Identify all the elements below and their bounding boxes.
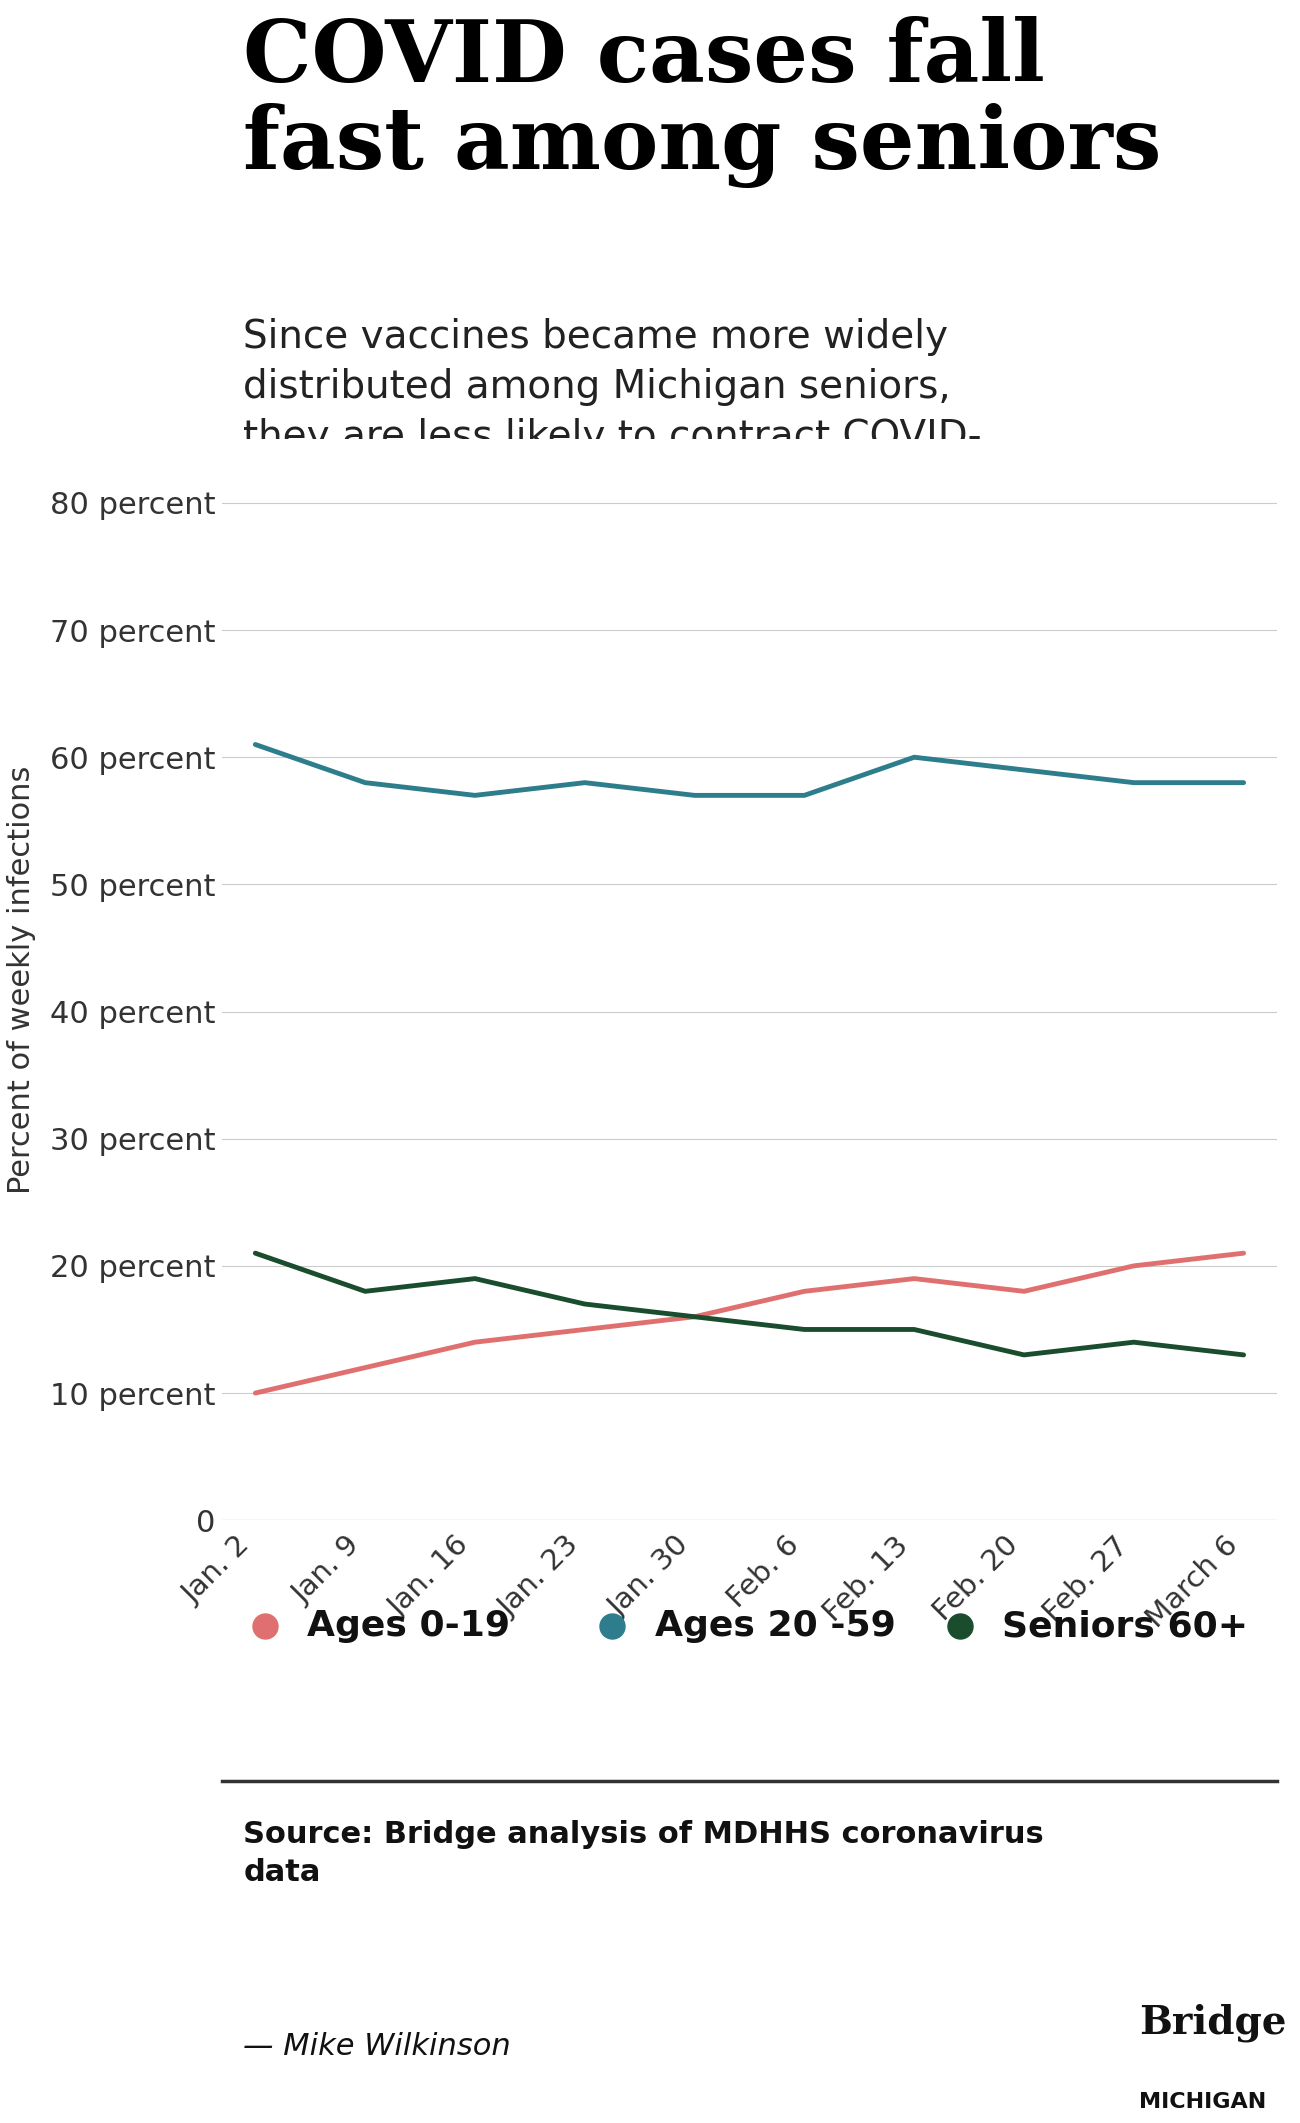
Text: Source: Bridge analysis of MDHHS coronavirus
data: Source: Bridge analysis of MDHHS coronav… (243, 1819, 1044, 1887)
Text: MICHIGAN: MICHIGAN (1140, 2091, 1266, 2112)
Text: Ages 20 -59: Ages 20 -59 (655, 1609, 896, 1643)
Y-axis label: Percent of weekly infections: Percent of weekly infections (6, 766, 36, 1193)
Text: — Mike Wilkinson: — Mike Wilkinson (243, 2032, 511, 2061)
Text: Since vaccines became more widely
distributed among Michigan seniors,
they are l: Since vaccines became more widely distri… (243, 318, 982, 505)
Text: COVID cases fall
fast among seniors: COVID cases fall fast among seniors (243, 15, 1162, 189)
Text: Bridge: Bridge (1140, 2004, 1287, 2042)
Text: Ages 0-19: Ages 0-19 (307, 1609, 510, 1643)
Text: Seniors 60+: Seniors 60+ (1002, 1609, 1248, 1643)
